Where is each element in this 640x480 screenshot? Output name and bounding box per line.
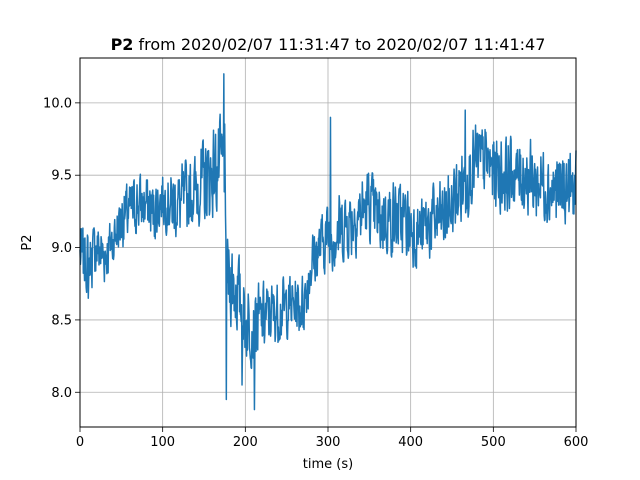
y-tick-label: 8.0 [51,386,72,401]
chart-title-rest: from 2020/02/07 11:31:47 to 2020/02/07 1… [133,35,545,54]
y-tick-label: 9.5 [51,169,72,184]
x-tick-label: 200 [233,435,258,450]
x-axis-label: time (s) [303,457,353,472]
chart-title: P2 from 2020/02/07 11:31:47 to 2020/02/0… [111,35,546,54]
x-tick-label: 300 [316,435,341,450]
x-axis: 0 100 200 300 400 500 600 [76,427,589,450]
chart-title-bold: P2 [111,35,134,54]
y-tick-label: 8.5 [51,313,72,328]
x-tick-label: 500 [481,435,506,450]
x-tick-label: 0 [76,435,84,450]
y-tick-label: 9.0 [51,241,72,256]
series-line [79,73,577,411]
y-tick-label: 10.0 [43,96,72,111]
x-tick-label: 400 [398,435,423,450]
x-tick-label: 100 [150,435,175,450]
y-axis-label: P2 [20,234,35,250]
y-axis: 8.0 8.5 9.0 9.5 10.0 [43,96,80,401]
x-tick-label: 600 [564,435,589,450]
series-path [79,73,577,411]
